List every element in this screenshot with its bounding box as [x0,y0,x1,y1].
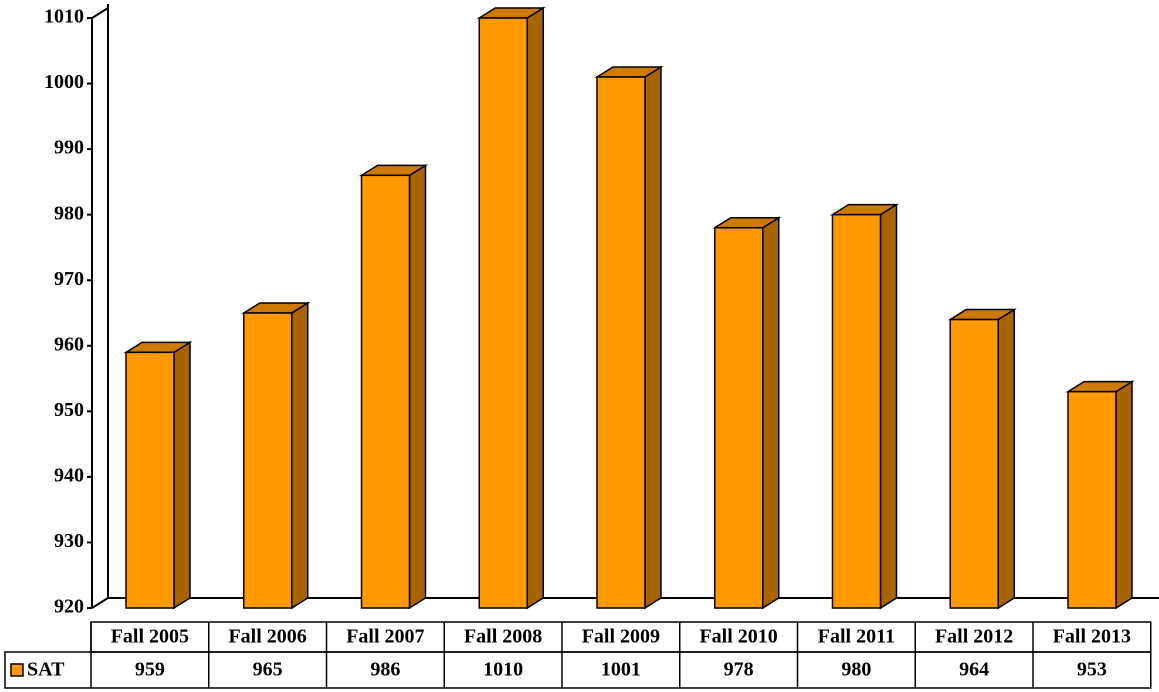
bar-side [1115,380,1133,610]
bar [1067,390,1117,609]
x-tick-label: Fall 2009 [582,626,660,648]
x-tick-label: Fall 2012 [935,626,1013,648]
y-tick-label: 940 [54,464,84,486]
bar-side [526,6,544,610]
y-tick-label: 980 [54,202,84,224]
x-tick-label: Fall 2005 [111,626,189,648]
x-tick-label: Fall 2007 [346,626,424,648]
y-tick-label: 1010 [44,6,84,28]
y-tick-label: 950 [54,399,84,421]
value-label: 1001 [601,659,641,681]
value-label: 964 [959,659,989,681]
x-tick-label: Fall 2013 [1053,626,1131,648]
x-tick-label: Fall 2008 [464,626,542,648]
legend-swatch [10,663,24,677]
bar [949,318,999,609]
y-tick-label: 1000 [44,71,84,93]
bar [125,351,175,609]
value-label: 1010 [483,659,523,681]
value-label: 978 [724,659,754,681]
bar [596,76,646,609]
bar [831,213,882,609]
x-tick-label: Fall 2011 [818,626,895,648]
bar [360,174,411,609]
y-tick-label: 970 [54,268,84,290]
x-tick-label: Fall 2006 [228,626,306,648]
bar-side [644,65,662,610]
y-tick-label: 990 [54,137,84,159]
y-tick-label: 930 [54,530,84,552]
value-label: 965 [253,659,283,681]
legend-label: SAT [27,659,65,681]
value-label: 980 [841,659,871,681]
table-row-box [4,651,1152,689]
x-tick-label: Fall 2010 [699,626,777,648]
value-label: 959 [135,659,165,681]
y-tick-label: 960 [54,333,84,355]
bar-side [291,301,309,610]
value-label: 986 [370,659,400,681]
wall-top-edge [91,7,109,19]
bar [714,227,764,609]
value-label: 953 [1077,659,1107,681]
bar-side [879,203,898,610]
bar-side [762,216,780,610]
y-tick-label: 920 [54,596,84,618]
bar [478,17,528,609]
floor-side-edge [91,597,109,609]
bar [243,312,293,609]
bar-side [997,308,1015,610]
bar-side [408,163,427,610]
bar-side [173,340,191,610]
